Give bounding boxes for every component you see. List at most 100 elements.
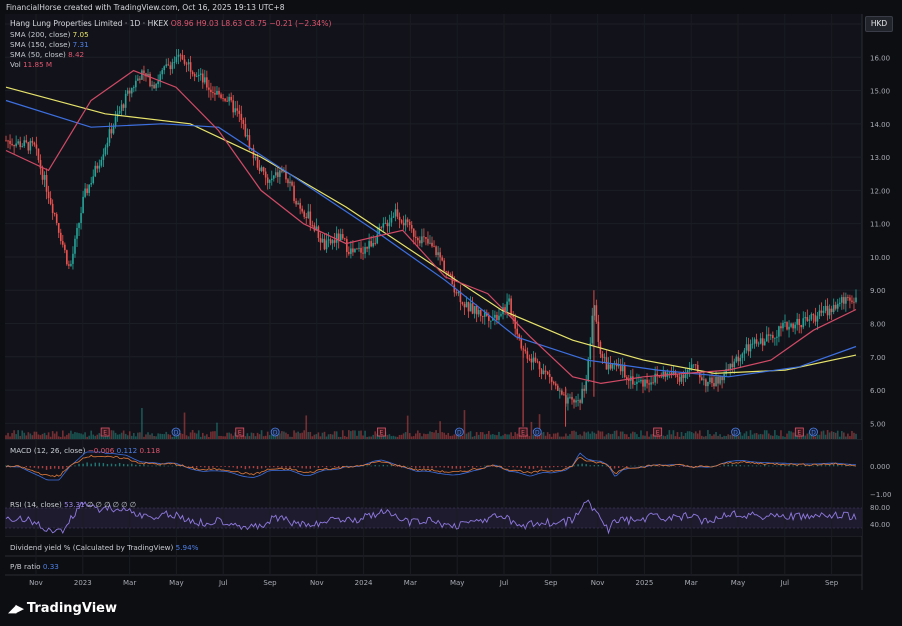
- volume-bar: [459, 435, 462, 439]
- candle-body: [92, 176, 95, 184]
- volume-bar: [429, 431, 431, 439]
- volume-bar: [279, 433, 281, 439]
- volume-bar: [591, 431, 594, 439]
- time-tick-label: May: [169, 579, 183, 587]
- volume-bar: [806, 433, 809, 439]
- volume-bar: [597, 430, 600, 439]
- candle-body: [838, 302, 841, 304]
- macd-histogram-bar: [768, 465, 770, 467]
- volume-bar: [386, 435, 389, 439]
- candle-body: [360, 247, 362, 253]
- candle-body: [579, 400, 581, 403]
- macd-histogram-bar: [601, 465, 604, 467]
- volume-bar: [72, 433, 74, 439]
- candle-body: [498, 315, 500, 320]
- macd-legend[interactable]: MACD (12, 26, close) −0.006 0.112 0.118: [10, 446, 160, 455]
- sma200-legend[interactable]: SMA (200, close) 7.05: [10, 30, 89, 39]
- volume-bar: [275, 435, 277, 439]
- dividend-legend[interactable]: Dividend yield % (Calculated by TradingV…: [10, 543, 199, 552]
- candle-body: [453, 284, 456, 293]
- sma50-legend[interactable]: SMA (50, close) 8.42: [10, 50, 84, 59]
- candle-body: [540, 369, 543, 375]
- candle-body: [133, 87, 135, 89]
- symbol-legend[interactable]: Hang Lung Properties Limited · 1D · HKEX…: [10, 19, 331, 28]
- volume-bar: [100, 434, 103, 439]
- candle-body: [120, 104, 123, 111]
- candle-body: [581, 388, 583, 403]
- candle-body: [406, 219, 409, 222]
- volume-bar: [49, 436, 52, 439]
- candle-body: [656, 373, 658, 376]
- macd-histogram-bar: [508, 466, 510, 467]
- price-tick-label: 8.00: [870, 321, 886, 329]
- marker-label: E: [797, 430, 801, 437]
- candle-body: [374, 242, 377, 244]
- candle-body: [421, 236, 423, 244]
- candle-body: [262, 167, 265, 172]
- candle-body: [467, 302, 470, 312]
- candle-body: [21, 146, 24, 147]
- volume-bar: [615, 430, 618, 439]
- macd-histogram-bar: [512, 466, 514, 468]
- price-pane[interactable]: [5, 14, 862, 440]
- volume-bar: [108, 436, 111, 439]
- candle-body: [392, 216, 395, 218]
- volume-bar: [201, 432, 204, 439]
- volume-bar: [362, 435, 364, 439]
- candle-body: [118, 110, 121, 114]
- candle-body: [230, 96, 232, 101]
- candle-body: [627, 379, 630, 381]
- time-tick-label: Mar: [685, 579, 698, 587]
- macd-histogram-bar: [617, 466, 620, 469]
- macd-histogram-bar: [451, 466, 454, 469]
- macd-histogram-bar: [382, 464, 385, 467]
- macd-histogram-bar: [102, 463, 105, 467]
- candle-body: [417, 238, 419, 241]
- volume-bar: [737, 436, 740, 439]
- volume-bar: [19, 435, 22, 439]
- currency-badge[interactable]: HKD: [865, 16, 893, 32]
- pb-legend[interactable]: P/B ratio 0.33: [10, 562, 59, 571]
- candle-body: [358, 247, 360, 249]
- macd-histogram-bar: [447, 466, 449, 468]
- price-tick-label: 14.00: [870, 121, 890, 129]
- macd-histogram-bar: [772, 465, 774, 467]
- candle-body: [569, 396, 571, 398]
- dividend-marker: [532, 427, 542, 437]
- candle-body: [171, 62, 174, 70]
- volume-bar: [676, 432, 679, 439]
- candle-body: [611, 363, 614, 369]
- volume-bar: [530, 421, 533, 439]
- volume-bar: [264, 435, 267, 439]
- volume-bar: [830, 431, 833, 439]
- volume-bar: [836, 430, 839, 439]
- candle-body: [778, 326, 780, 337]
- macd-histogram-bar: [678, 466, 681, 467]
- volume-bar: [143, 436, 145, 439]
- volume-bar: [76, 432, 78, 439]
- candle-body: [260, 167, 263, 171]
- sma150-line: [5, 99, 857, 378]
- marker-label: D: [273, 430, 278, 437]
- vol-legend[interactable]: Vol 11.85 M: [10, 60, 52, 69]
- volume-bar: [9, 436, 11, 439]
- candle-body: [299, 202, 301, 209]
- macd-histogram-bar: [471, 466, 474, 468]
- volume-bar: [283, 431, 285, 439]
- candle-body: [617, 364, 620, 367]
- candle-body: [818, 310, 821, 317]
- volume-bar: [62, 430, 64, 439]
- volume-bar: [786, 433, 788, 439]
- rsi-legend[interactable]: RSI (14, close) 53.31 ∅ ∅ ∅ ∅ ∅ ∅: [10, 500, 136, 509]
- volume-bar: [173, 436, 176, 439]
- macd-histogram-bar: [845, 465, 847, 467]
- tradingview-logo[interactable]: ◢▶ TradingView: [8, 601, 117, 616]
- volume-bar: [475, 432, 478, 439]
- volume-bar: [759, 433, 762, 439]
- price-tick-label: 9.00: [870, 287, 886, 295]
- volume-bar: [171, 436, 174, 439]
- volume-bar: [431, 431, 433, 439]
- sma150-legend[interactable]: SMA (150, close) 7.31: [10, 40, 89, 49]
- candle-body: [337, 233, 340, 241]
